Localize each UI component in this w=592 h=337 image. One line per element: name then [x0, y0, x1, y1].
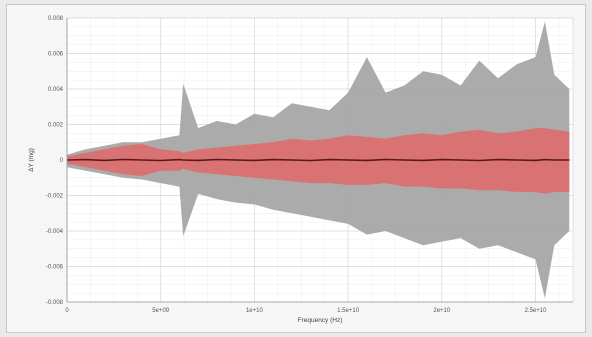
axes: 0.008 0.006 0.004 0.002 0 -0.002 -0.004 -0.006 -… — [46, 16, 573, 314]
x-axis-title: Frequency (Hz) — [298, 317, 343, 324]
x-tick-label: 1e+10 — [246, 308, 264, 314]
x-tick-label: 5e+09 — [152, 308, 170, 314]
y-tick-label: 0.004 — [48, 87, 64, 93]
x-tick-label: 0 — [65, 308, 69, 314]
y-tick-label: 0.008 — [48, 16, 64, 22]
x-tick-label: 2e+10 — [433, 308, 451, 314]
y-tick-label: -0.006 — [46, 265, 64, 271]
y-axis-title: ΔY (mg) — [28, 148, 35, 172]
y-tick-label: -0.004 — [46, 229, 64, 235]
x-tick-label: 2.5e+10 — [525, 308, 548, 314]
y-tick-label: 0.002 — [48, 123, 64, 129]
chart-frame: 0.008 0.006 0.004 0.002 0 -0.002 -0.004 -0.006 -… — [6, 4, 586, 333]
series-areas — [66, 21, 570, 299]
y-tick-label: 0 — [60, 158, 64, 164]
y-tick-label: -0.002 — [46, 194, 64, 200]
y-tick-label: -0.008 — [46, 300, 64, 306]
y-tick-label: 0.006 — [48, 52, 64, 58]
x-tick-label: 1.5e+10 — [337, 308, 360, 314]
chart-plot: 0.008 0.006 0.004 0.002 0 -0.002 -0.004 -0.006 -… — [28, 16, 574, 324]
series-2-line — [66, 158, 570, 162]
